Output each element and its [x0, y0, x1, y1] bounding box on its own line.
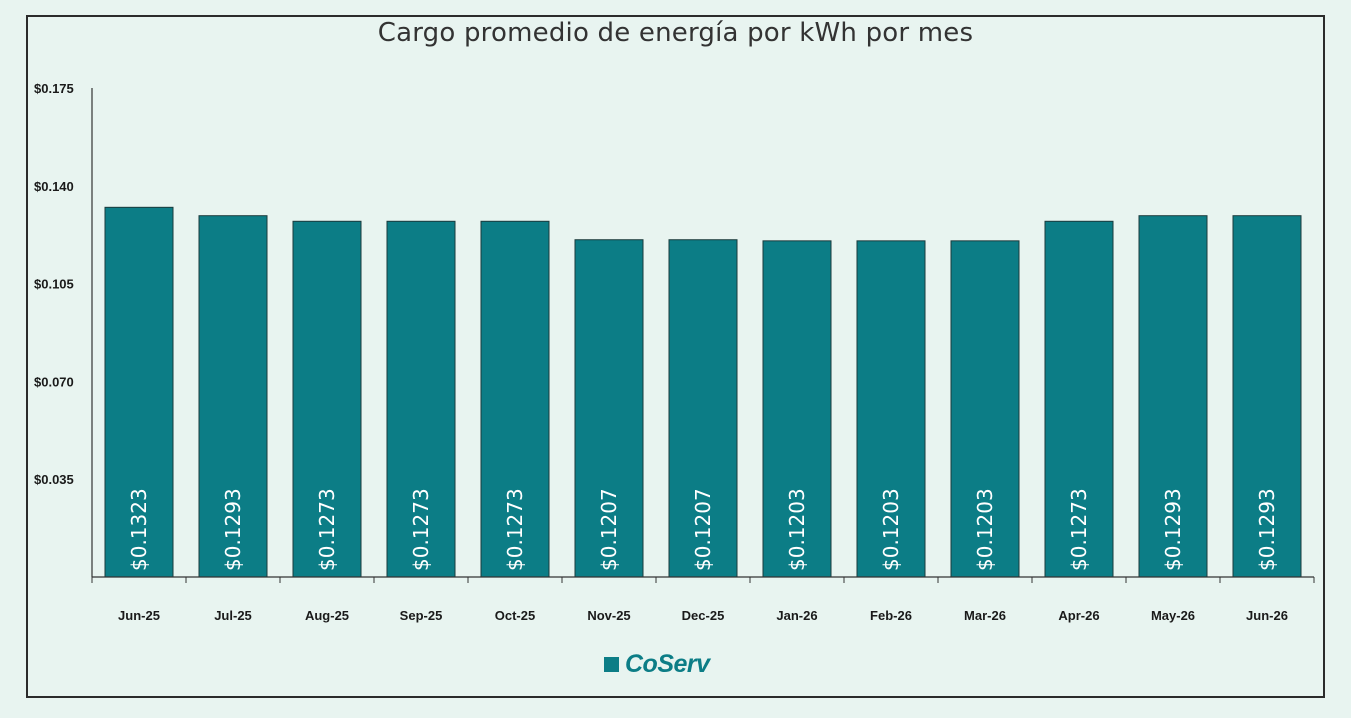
y-tick-label: $0.175: [34, 81, 74, 96]
bar-jan-26: [762, 240, 832, 578]
bar-dec-25: [668, 239, 738, 578]
bar-value-label: $0.1293: [1161, 488, 1185, 571]
bar-value-label: $0.1293: [1255, 488, 1279, 571]
x-tick-label: Sep-25: [400, 608, 443, 623]
bar-value-label: $0.1207: [691, 488, 715, 571]
x-tick-label: Nov-25: [587, 608, 630, 623]
bar-value-label: $0.1273: [315, 488, 339, 571]
bar-value-label: $0.1273: [409, 488, 433, 571]
x-tick-label: Jul-25: [214, 608, 252, 623]
x-tick-label: Aug-25: [305, 608, 349, 623]
bar-jul-25: [198, 215, 268, 578]
x-tick-label: Jun-26: [1246, 608, 1288, 623]
bar-value-label: $0.1273: [503, 488, 527, 571]
bar-aug-25: [292, 220, 362, 578]
x-tick-label: Apr-26: [1058, 608, 1099, 623]
logo-square-icon: [604, 657, 619, 672]
coserv-logo: CoServ: [604, 650, 710, 679]
x-tick-label: Feb-26: [870, 608, 912, 623]
x-tick-label: Mar-26: [964, 608, 1006, 623]
bar-value-label: $0.1273: [1067, 488, 1091, 571]
bar-value-label: $0.1323: [127, 488, 151, 571]
bar-feb-26: [856, 240, 926, 578]
bar-jun-26: [1232, 215, 1302, 578]
bar-apr-26: [1044, 220, 1114, 578]
x-tick-label: Oct-25: [495, 608, 535, 623]
bar-jun-25: [104, 206, 174, 578]
x-tick-label: Jun-25: [118, 608, 160, 623]
bar-value-label: $0.1203: [879, 488, 903, 571]
chart-title: Cargo promedio de energía por kWh por me…: [377, 18, 974, 48]
y-tick-label: $0.070: [34, 374, 74, 389]
x-tick-label: May-26: [1151, 608, 1195, 623]
y-tick-label: $0.140: [34, 179, 74, 194]
bar-may-26: [1138, 215, 1208, 578]
bar-value-label: $0.1203: [973, 488, 997, 571]
bar-value-label: $0.1293: [221, 488, 245, 571]
y-tick-label: $0.105: [34, 277, 74, 292]
bar-value-label: $0.1203: [785, 488, 809, 571]
logo-text: CoServ: [625, 650, 710, 678]
y-tick-label: $0.035: [34, 472, 74, 487]
bar-value-label: $0.1207: [597, 488, 621, 571]
x-tick-label: Dec-25: [682, 608, 725, 623]
x-tick-label: Jan-26: [776, 608, 817, 623]
bar-nov-25: [574, 239, 644, 578]
